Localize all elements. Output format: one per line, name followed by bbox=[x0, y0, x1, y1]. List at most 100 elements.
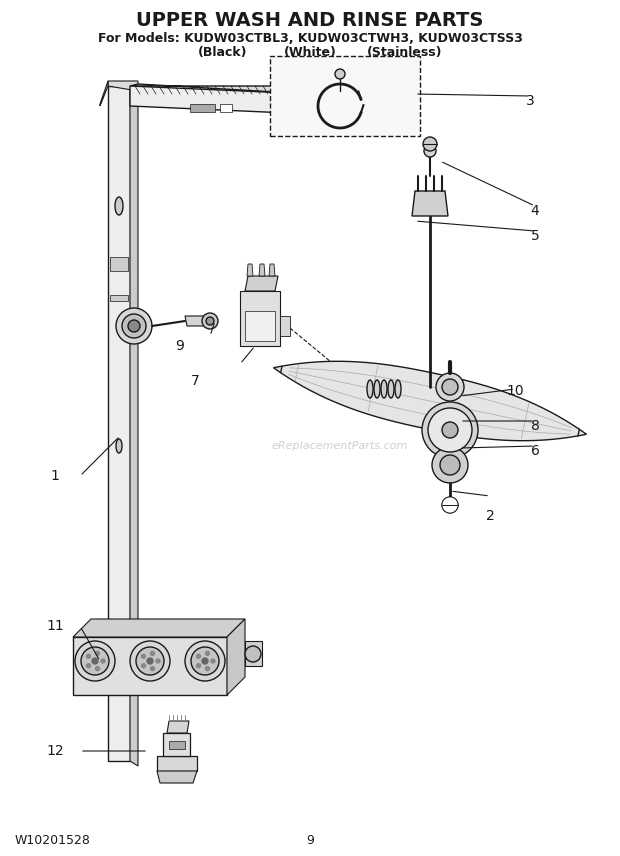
Text: 10: 10 bbox=[506, 384, 524, 398]
Polygon shape bbox=[157, 756, 197, 771]
Polygon shape bbox=[108, 81, 138, 91]
Circle shape bbox=[424, 145, 436, 157]
Circle shape bbox=[141, 663, 146, 668]
Text: 5: 5 bbox=[531, 229, 539, 243]
Polygon shape bbox=[73, 637, 227, 695]
Circle shape bbox=[87, 663, 91, 668]
Bar bbox=[190, 104, 215, 112]
Circle shape bbox=[202, 658, 208, 664]
Circle shape bbox=[130, 641, 170, 681]
Bar bbox=[110, 257, 128, 271]
Text: 12: 12 bbox=[46, 744, 64, 758]
Polygon shape bbox=[295, 86, 310, 114]
Polygon shape bbox=[259, 264, 265, 276]
Circle shape bbox=[95, 667, 99, 670]
Ellipse shape bbox=[388, 380, 394, 398]
Circle shape bbox=[197, 654, 200, 658]
Circle shape bbox=[428, 408, 472, 452]
Polygon shape bbox=[167, 721, 189, 733]
Circle shape bbox=[92, 658, 98, 664]
Text: 1: 1 bbox=[51, 469, 60, 483]
Circle shape bbox=[432, 447, 468, 483]
Circle shape bbox=[87, 654, 91, 658]
Circle shape bbox=[81, 647, 109, 675]
Polygon shape bbox=[240, 291, 280, 346]
Circle shape bbox=[191, 647, 219, 675]
Circle shape bbox=[298, 96, 306, 104]
Text: eReplacementParts.com: eReplacementParts.com bbox=[272, 441, 408, 451]
Circle shape bbox=[206, 317, 214, 325]
Polygon shape bbox=[245, 641, 262, 666]
Circle shape bbox=[436, 373, 464, 401]
Polygon shape bbox=[73, 619, 245, 637]
Text: 9: 9 bbox=[306, 835, 314, 847]
Text: 11: 11 bbox=[46, 619, 64, 633]
Ellipse shape bbox=[395, 380, 401, 398]
Circle shape bbox=[442, 422, 458, 438]
Bar bbox=[110, 295, 128, 301]
Circle shape bbox=[442, 497, 458, 513]
Circle shape bbox=[211, 659, 215, 663]
Circle shape bbox=[185, 641, 225, 681]
Ellipse shape bbox=[115, 197, 123, 215]
Circle shape bbox=[440, 455, 460, 475]
Ellipse shape bbox=[367, 380, 373, 398]
Text: 3: 3 bbox=[526, 94, 534, 108]
Circle shape bbox=[141, 654, 146, 658]
Text: 4: 4 bbox=[531, 204, 539, 218]
Text: 2: 2 bbox=[485, 509, 494, 523]
Bar bbox=[220, 104, 232, 112]
Text: W10201528: W10201528 bbox=[15, 835, 91, 847]
Circle shape bbox=[95, 651, 99, 656]
Ellipse shape bbox=[116, 439, 122, 453]
Polygon shape bbox=[245, 311, 275, 341]
Circle shape bbox=[422, 402, 478, 458]
Polygon shape bbox=[247, 264, 253, 276]
Circle shape bbox=[147, 658, 153, 664]
Circle shape bbox=[136, 647, 164, 675]
Polygon shape bbox=[157, 771, 197, 783]
Circle shape bbox=[202, 313, 218, 329]
Circle shape bbox=[156, 659, 160, 663]
Circle shape bbox=[245, 646, 261, 662]
Polygon shape bbox=[245, 276, 278, 291]
Circle shape bbox=[75, 641, 115, 681]
Circle shape bbox=[128, 320, 140, 332]
Polygon shape bbox=[163, 733, 190, 756]
Circle shape bbox=[442, 379, 458, 395]
Text: UPPER WASH AND RINSE PARTS: UPPER WASH AND RINSE PARTS bbox=[136, 10, 484, 29]
Circle shape bbox=[304, 98, 310, 104]
Ellipse shape bbox=[374, 380, 380, 398]
Bar bbox=[169, 741, 185, 749]
Circle shape bbox=[423, 137, 437, 151]
Polygon shape bbox=[273, 361, 587, 441]
Polygon shape bbox=[227, 619, 245, 695]
Circle shape bbox=[335, 69, 345, 79]
Circle shape bbox=[151, 667, 154, 670]
Circle shape bbox=[151, 651, 154, 656]
Circle shape bbox=[197, 663, 200, 668]
Text: (Stainless): (Stainless) bbox=[367, 45, 443, 58]
Polygon shape bbox=[185, 316, 212, 326]
Circle shape bbox=[122, 314, 146, 338]
Circle shape bbox=[205, 667, 210, 670]
Polygon shape bbox=[130, 84, 310, 94]
Text: 9: 9 bbox=[175, 339, 184, 353]
Polygon shape bbox=[269, 264, 275, 276]
Circle shape bbox=[116, 308, 152, 344]
Text: 7: 7 bbox=[190, 374, 200, 388]
Text: For Models: KUDW03CTBL3, KUDW03CTWH3, KUDW03CTSS3: For Models: KUDW03CTBL3, KUDW03CTWH3, KU… bbox=[97, 32, 523, 45]
Text: (White): (White) bbox=[283, 45, 337, 58]
Text: 6: 6 bbox=[531, 444, 539, 458]
Polygon shape bbox=[130, 86, 310, 114]
Polygon shape bbox=[280, 316, 290, 336]
Polygon shape bbox=[108, 86, 130, 761]
Polygon shape bbox=[130, 86, 138, 766]
Text: 8: 8 bbox=[531, 419, 539, 433]
Polygon shape bbox=[412, 191, 448, 216]
Ellipse shape bbox=[381, 380, 387, 398]
Text: (Black): (Black) bbox=[198, 45, 248, 58]
Circle shape bbox=[101, 659, 105, 663]
Polygon shape bbox=[100, 81, 108, 106]
Bar bbox=[270, 56, 420, 136]
